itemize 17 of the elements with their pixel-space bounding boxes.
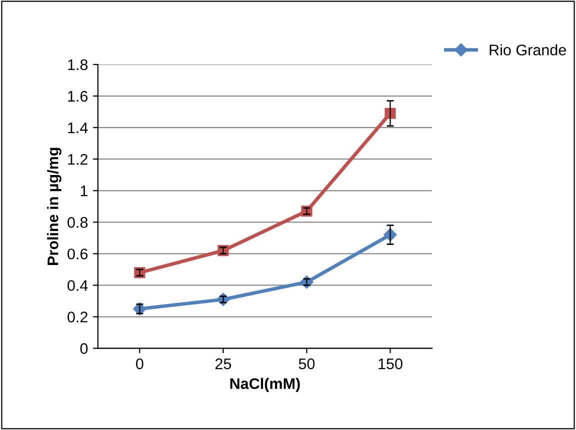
x-tick-label: 0	[136, 358, 144, 370]
y-axis-title: Proline in µg/mg	[47, 148, 62, 265]
x-tick-label: 150	[378, 358, 402, 370]
y-tick-label: 1	[80, 186, 88, 196]
x-axis-title: NaCl(mM)	[230, 378, 300, 392]
legend-label: Rio Grande	[490, 44, 566, 56]
y-tick-label: 0	[80, 343, 88, 354]
y-tick-label: 1.4	[68, 122, 88, 134]
y-tick-label: 0.4	[68, 280, 88, 291]
x-tick-label: 25	[215, 358, 232, 370]
y-tick-label: 1.8	[68, 59, 88, 70]
y-tick-label: 0.6	[68, 248, 88, 260]
y-tick-label: 1.6	[68, 90, 88, 102]
y-tick-label: 0.2	[68, 312, 88, 322]
x-tick-label: 50	[298, 358, 315, 370]
y-tick-label: 1.2	[68, 154, 88, 165]
y-tick-label: 0.8	[68, 217, 88, 228]
